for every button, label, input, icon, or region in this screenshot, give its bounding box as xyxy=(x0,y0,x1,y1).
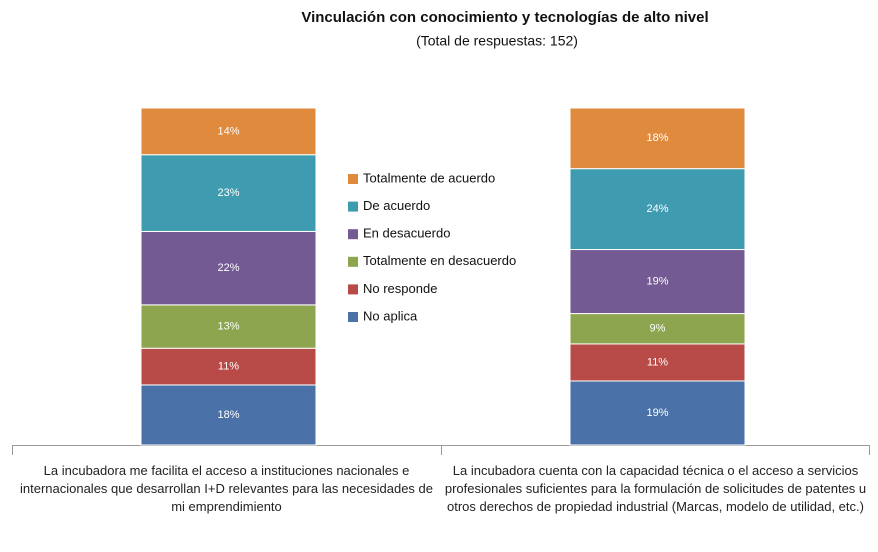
bar-segment xyxy=(140,347,317,386)
legend-swatch xyxy=(348,174,358,184)
x-tick-label: La incubadora cuenta con la capacidad té… xyxy=(444,463,867,514)
data-label: 14% xyxy=(217,125,239,137)
data-label: 13% xyxy=(217,320,239,332)
data-label: 11% xyxy=(647,356,668,368)
legend-label: No responde xyxy=(363,281,437,296)
legend-swatch xyxy=(348,229,358,240)
bar-segment xyxy=(140,107,317,156)
bar-segment xyxy=(140,304,317,349)
data-label: 19% xyxy=(646,407,668,419)
x-tick-label: La incubadora me facilita el acceso a in… xyxy=(19,463,433,514)
chart-subtitle: (Total de respuestas: 152) xyxy=(416,33,578,49)
legend-swatch xyxy=(348,201,358,212)
legend-swatch xyxy=(348,312,358,322)
legend-label: Totalmente de acuerdo xyxy=(363,170,495,185)
bar-segment xyxy=(569,249,746,315)
bar-segment xyxy=(140,154,317,232)
data-label: 18% xyxy=(646,132,668,144)
bar-segment xyxy=(569,343,746,382)
data-label: 19% xyxy=(646,275,668,287)
bar-segment xyxy=(569,380,746,446)
legend-swatch xyxy=(348,284,358,295)
axis xyxy=(12,445,870,455)
legend-label: En desacuerdo xyxy=(363,226,450,241)
bar-segment xyxy=(569,313,746,345)
legend-label: De acuerdo xyxy=(363,198,430,213)
data-label: 23% xyxy=(217,187,239,199)
legend-label: Totalmente en desacuerdo xyxy=(363,253,516,268)
data-label: 9% xyxy=(650,323,666,335)
data-label: 18% xyxy=(217,409,239,421)
data-label: 22% xyxy=(217,262,239,274)
bar-segment xyxy=(140,230,317,306)
data-label: 24% xyxy=(646,203,668,215)
legend-swatch xyxy=(348,256,358,267)
legend-label: No aplica xyxy=(363,308,418,323)
bar-segment xyxy=(569,107,746,170)
chart-title: Vinculación con conocimiento y tecnologí… xyxy=(301,9,708,26)
data-label: 11% xyxy=(218,360,239,372)
